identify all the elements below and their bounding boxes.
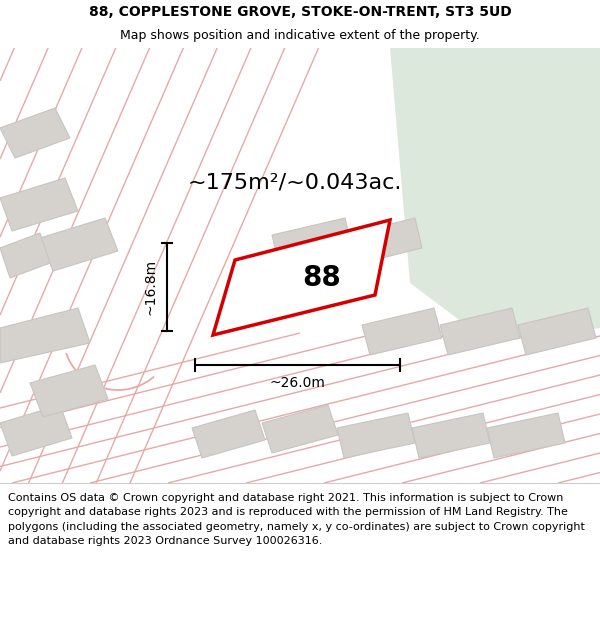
Polygon shape (337, 413, 415, 458)
Text: 88: 88 (302, 264, 341, 291)
Polygon shape (0, 178, 78, 231)
Text: Contains OS data © Crown copyright and database right 2021. This information is : Contains OS data © Crown copyright and d… (8, 493, 585, 546)
Text: 88, COPPLESTONE GROVE, STOKE-ON-TRENT, ST3 5UD: 88, COPPLESTONE GROVE, STOKE-ON-TRENT, S… (89, 5, 511, 19)
Polygon shape (213, 220, 390, 335)
Polygon shape (30, 365, 108, 417)
Polygon shape (518, 308, 596, 355)
Polygon shape (0, 308, 90, 363)
Polygon shape (390, 48, 600, 343)
Text: ~175m²/~0.043ac.: ~175m²/~0.043ac. (188, 173, 402, 193)
Polygon shape (40, 218, 118, 271)
Text: ~16.8m: ~16.8m (144, 259, 158, 315)
Text: Map shows position and indicative extent of the property.: Map shows position and indicative extent… (120, 29, 480, 42)
Polygon shape (0, 233, 50, 278)
Polygon shape (440, 308, 520, 355)
Text: ~26.0m: ~26.0m (269, 376, 325, 390)
Polygon shape (262, 405, 338, 453)
Polygon shape (347, 218, 422, 265)
Polygon shape (487, 413, 565, 458)
Polygon shape (272, 218, 352, 265)
Polygon shape (192, 410, 265, 458)
Polygon shape (412, 413, 490, 458)
Polygon shape (0, 108, 70, 158)
Polygon shape (362, 308, 442, 355)
Polygon shape (0, 405, 72, 456)
